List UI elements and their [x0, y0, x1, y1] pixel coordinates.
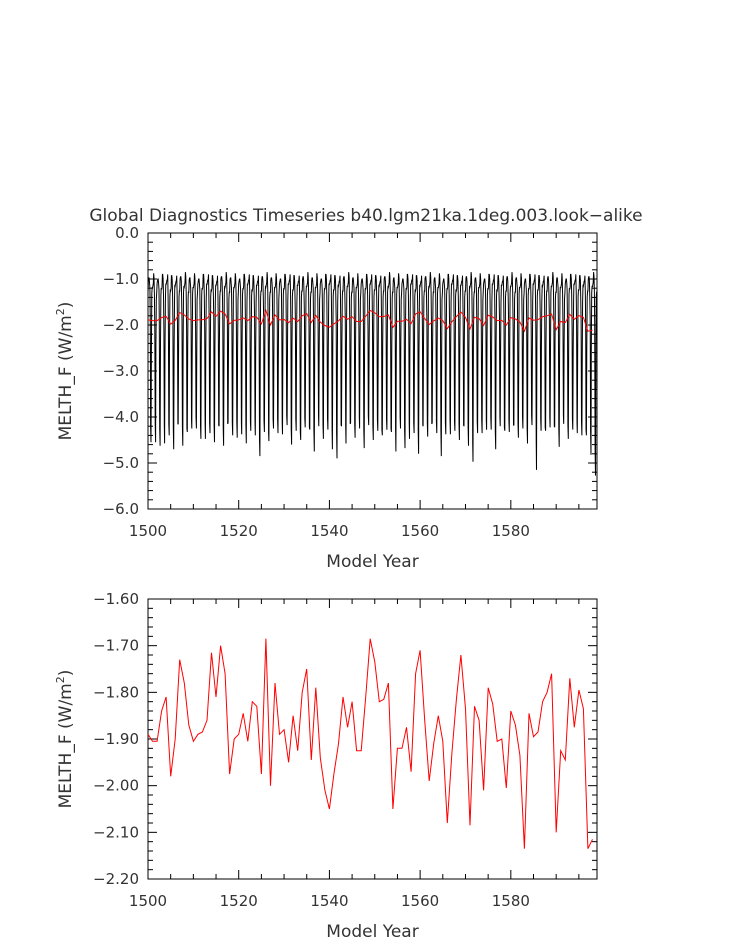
x-tick-label: 1580 [492, 892, 530, 910]
x-tick-label: 1560 [401, 522, 439, 540]
x-tick-label: 1580 [492, 522, 530, 540]
y-tick-label: −2.00 [93, 777, 139, 795]
figure-title: Global Diagnostics Timeseries b40.lgm21k… [89, 206, 642, 226]
top-y-axis-label: MELTH_F (W/m2) [54, 302, 76, 441]
bottom-plot-frame [147, 598, 598, 880]
bottom-x-axis-label: Model Year [326, 922, 418, 942]
y-label-text-end: ) [56, 670, 76, 677]
monthly-series-line [147, 272, 598, 476]
y-label-superscript: 2 [54, 676, 67, 683]
bottom-panel: 1500 1520 1540 1560 1580 −1.60 −1.70 −1.80 −1.9… [54, 590, 598, 942]
x-tick-label: 1500 [129, 522, 167, 540]
y-tick-label: −1.0 [103, 270, 139, 288]
x-tick-label: 1520 [220, 892, 258, 910]
y-tick-label: −3.0 [103, 362, 139, 380]
x-tick-label: 1500 [129, 892, 167, 910]
y-tick-label: −1.60 [93, 590, 139, 608]
y-tick-label: −6.0 [103, 500, 139, 518]
x-tick-label: 1560 [401, 892, 439, 910]
y-tick-label: −1.80 [93, 683, 139, 701]
y-tick-label: −1.90 [93, 730, 139, 748]
annual-series-line [147, 638, 593, 849]
annual-series-line [147, 308, 593, 333]
y-label-text-end: ) [56, 302, 76, 309]
bottom-y-axis-label: MELTH_F (W/m2) [54, 670, 76, 809]
x-tick-label: 1520 [220, 522, 258, 540]
y-label-text: MELTH_F (W/m [56, 315, 76, 440]
top-panel: 1500 1520 1540 1560 1580 0.0 −1.0 −2.0 −3.0 −4.0… [54, 224, 598, 572]
y-tick-label: −2.20 [93, 870, 139, 888]
x-tick-label: 1540 [310, 892, 348, 910]
top-x-axis-label: Model Year [326, 552, 418, 572]
y-tick-label: −2.10 [93, 823, 139, 841]
y-tick-label: −1.70 [93, 637, 139, 655]
y-tick-label: −4.0 [103, 408, 139, 426]
y-tick-label: −2.0 [103, 316, 139, 334]
y-label-superscript: 2 [54, 308, 67, 315]
x-tick-label: 1540 [310, 522, 348, 540]
y-label-text: MELTH_F (W/m [56, 683, 76, 808]
y-tick-label: −5.0 [103, 454, 139, 472]
y-tick-label: 0.0 [115, 224, 139, 242]
